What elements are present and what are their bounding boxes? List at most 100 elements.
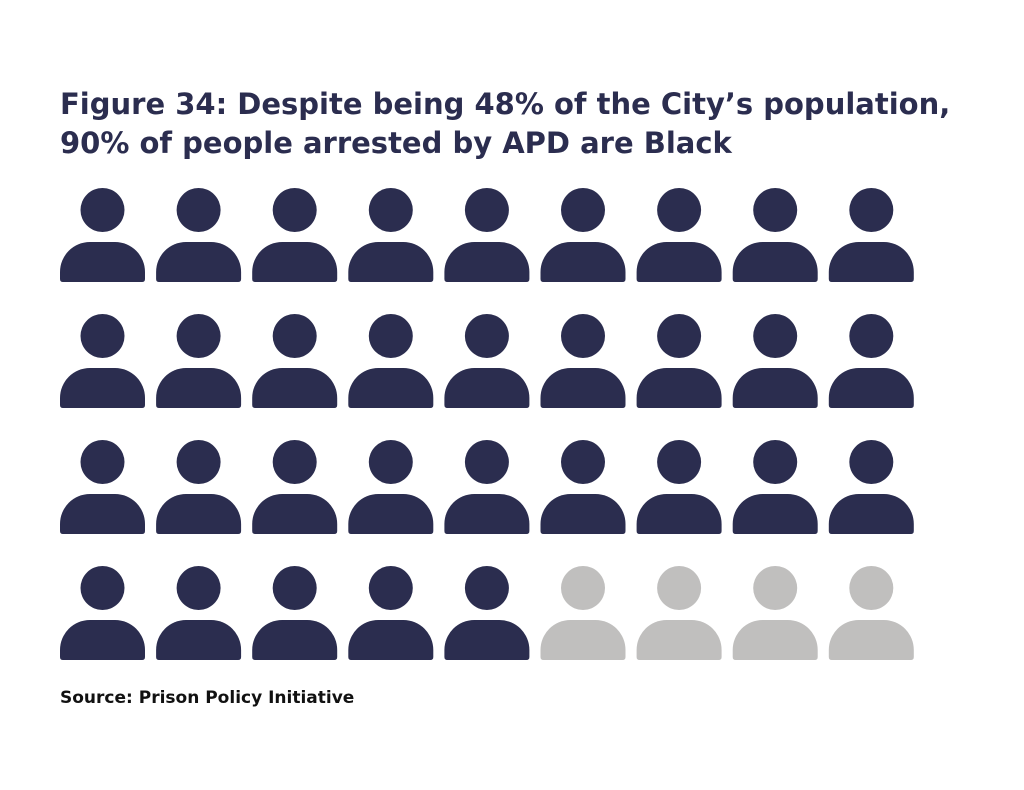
icon-head (368, 188, 413, 232)
icon-head (464, 440, 509, 484)
person-icon (156, 314, 242, 408)
icon-head (561, 188, 605, 232)
icon-body (636, 494, 722, 534)
icon-body (540, 494, 626, 534)
icon-body (828, 494, 914, 534)
icon-body (252, 368, 338, 408)
icon-head (176, 314, 221, 358)
icon-head (849, 314, 894, 358)
icon-head (80, 188, 125, 232)
person-icon (636, 314, 722, 408)
icon-body (828, 368, 914, 408)
person-icon (828, 188, 914, 282)
icon-head (849, 440, 894, 484)
icon-head (368, 314, 413, 358)
icon-head (657, 314, 702, 358)
person-icon (348, 440, 434, 534)
icon-head (272, 566, 317, 610)
person-icon (636, 440, 722, 534)
icon-head (464, 314, 509, 358)
icon-body (828, 242, 914, 282)
person-icon (348, 188, 434, 282)
icon-head (753, 188, 798, 232)
icon-head (561, 440, 605, 484)
icon-body (156, 368, 242, 408)
person-icon (540, 314, 626, 408)
icon-body (156, 242, 242, 282)
person-icon (156, 188, 242, 282)
person-icon (828, 566, 914, 660)
icon-head (176, 566, 221, 610)
person-icon (732, 566, 818, 660)
person-icon (252, 188, 338, 282)
icon-body (636, 620, 722, 660)
icon-body (60, 620, 145, 660)
person-icon (540, 566, 626, 660)
icon-body (60, 368, 145, 408)
icon-head (753, 440, 798, 484)
person-icon (252, 440, 338, 534)
icon-head (80, 566, 125, 610)
person-icon (60, 188, 145, 282)
icon-body (156, 620, 242, 660)
icon-body (732, 620, 818, 660)
icon-body (828, 620, 914, 660)
person-icon (732, 314, 818, 408)
person-icon (828, 440, 914, 534)
icon-body (444, 368, 530, 408)
icon-head (368, 566, 413, 610)
icon-body (252, 620, 338, 660)
icon-body (732, 368, 818, 408)
person-icon (636, 566, 722, 660)
icon-body (60, 242, 145, 282)
icon-head (368, 440, 413, 484)
person-icon (732, 188, 818, 282)
icon-head (464, 188, 509, 232)
icon-body (348, 494, 434, 534)
person-icon (828, 314, 914, 408)
icon-body (636, 242, 722, 282)
chart-title-line: 90% of people arrested by APD are Black (60, 126, 733, 160)
icon-head (272, 314, 317, 358)
person-icon (60, 440, 145, 534)
icon-head (849, 566, 894, 610)
icon-body (732, 494, 818, 534)
person-icon (444, 314, 530, 408)
icon-body (252, 494, 338, 534)
icon-body (732, 242, 818, 282)
icon-head (561, 314, 605, 358)
person-icon (444, 566, 530, 660)
icon-head (657, 188, 702, 232)
person-icon (636, 188, 722, 282)
icon-head (561, 566, 605, 610)
icon-head (80, 314, 125, 358)
icon-body (348, 368, 434, 408)
person-icon (540, 188, 626, 282)
icon-head (80, 440, 125, 484)
person-icon (60, 566, 145, 660)
icon-body (252, 242, 338, 282)
person-icon (348, 314, 434, 408)
icon-body (540, 368, 626, 408)
icon-head (272, 188, 317, 232)
icon-body (348, 620, 434, 660)
icon-head (753, 566, 798, 610)
icon-head (849, 188, 894, 232)
icon-body (444, 242, 530, 282)
icon-body (540, 620, 626, 660)
icon-body (444, 620, 530, 660)
icon-head (464, 566, 509, 610)
person-icon (156, 566, 242, 660)
icon-body (444, 494, 530, 534)
person-icon (540, 440, 626, 534)
person-icon (444, 188, 530, 282)
person-icon (60, 314, 145, 408)
person-icon (732, 440, 818, 534)
person-icon (252, 314, 338, 408)
icon-head (176, 188, 221, 232)
icon-head (657, 440, 702, 484)
icon-body (348, 242, 434, 282)
icon-body (540, 242, 626, 282)
person-icon (156, 440, 242, 534)
